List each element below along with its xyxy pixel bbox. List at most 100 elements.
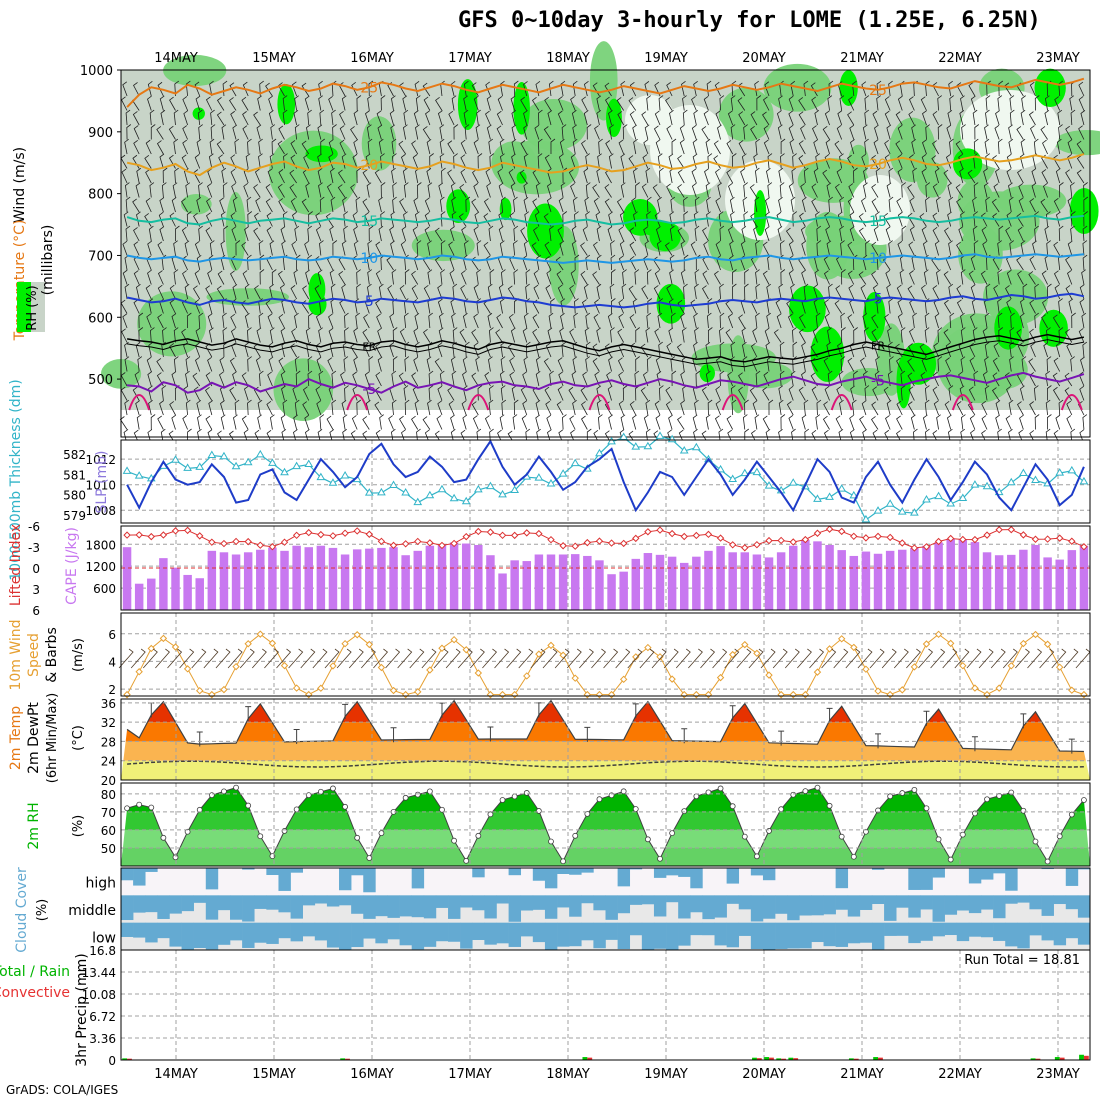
wind-barb	[858, 227, 867, 242]
cloud-bar	[399, 922, 412, 946]
cloud-bar	[508, 868, 522, 876]
cloud-bar	[690, 868, 703, 889]
wind-barb	[719, 312, 725, 329]
wind-barb	[460, 168, 467, 184]
wind-barb	[498, 182, 504, 198]
wind-barb	[185, 370, 190, 387]
wind-barb	[1016, 256, 1024, 271]
wind-barb	[716, 356, 721, 372]
cloud-bar	[423, 895, 437, 919]
wind-barb	[386, 256, 394, 271]
wind-barb	[847, 314, 855, 329]
cloud-bar	[702, 895, 715, 920]
cloud-bar	[702, 922, 715, 936]
wind-barb	[995, 400, 1001, 416]
wind-barb	[897, 124, 903, 140]
wind10-barb	[736, 648, 752, 669]
precip-conv-bar	[1083, 1055, 1089, 1060]
wind-barb	[174, 167, 179, 184]
wind-barb	[391, 95, 396, 111]
cloud-bar	[678, 922, 691, 946]
cloud-bar	[835, 922, 849, 947]
cape-bar	[122, 547, 132, 610]
isotherm-label-10: 10	[360, 251, 378, 267]
wind-barb	[972, 109, 978, 126]
wind-barb	[137, 356, 143, 372]
wind-barb	[823, 270, 830, 285]
wind-barb	[814, 269, 820, 285]
wind10-point	[801, 690, 810, 699]
thickness-point	[268, 458, 277, 466]
wind-barb	[510, 182, 516, 198]
wind-barb	[280, 414, 286, 430]
wind-barb	[549, 370, 554, 387]
wind-barb	[196, 138, 202, 155]
wind-barb	[471, 329, 479, 343]
wind-barb	[932, 111, 939, 126]
wind-barb	[873, 139, 879, 155]
wind-barb	[594, 299, 600, 314]
li-point	[571, 542, 579, 550]
li-tick-label: -3	[28, 541, 40, 555]
cape-bar	[389, 547, 398, 610]
isotherm-label--5: -5	[362, 382, 376, 398]
cloud-bar	[217, 895, 231, 911]
wind-barb	[278, 125, 285, 140]
wind-barb	[791, 167, 797, 184]
wind-barb	[654, 400, 661, 416]
wind10-barb	[930, 648, 946, 669]
wind-barb	[362, 198, 370, 213]
wind-barb	[886, 400, 892, 416]
wind-barb	[328, 139, 334, 155]
wind-barb	[853, 370, 858, 387]
wind-barb	[911, 138, 917, 155]
wind-barb	[596, 327, 601, 343]
wind-barb	[319, 109, 325, 126]
thickness-point	[304, 459, 314, 468]
wind-barb	[513, 399, 519, 416]
cape-bar	[946, 538, 955, 610]
rh2m-point	[1068, 811, 1075, 818]
wind-barb	[303, 154, 310, 169]
rh-bright-blob	[516, 171, 527, 184]
wind-barb	[632, 298, 638, 314]
wind-barb	[547, 110, 553, 126]
wind-barb	[664, 242, 673, 256]
cloud-bar	[121, 922, 134, 937]
wind-barb	[182, 270, 188, 285]
thickness-point	[486, 481, 495, 490]
wind-barb	[1082, 240, 1088, 256]
wind-barb	[800, 183, 806, 198]
wind10-barb	[203, 648, 219, 669]
wind-barb	[545, 400, 552, 416]
wind-barb	[618, 299, 625, 314]
wind-barb	[1019, 153, 1025, 169]
temp-minmax-bar	[342, 703, 349, 719]
li-point	[196, 532, 204, 540]
cloud-bar	[884, 922, 897, 936]
wind-barb	[427, 399, 432, 416]
cape-bar	[813, 541, 822, 610]
cape-bar	[268, 547, 277, 610]
cape-bar	[1043, 557, 1052, 610]
wind10-barb	[251, 648, 267, 669]
wind-barb	[593, 313, 600, 329]
wind-barb	[824, 110, 830, 126]
rh2m-grid	[121, 783, 1090, 866]
wind-barb	[907, 212, 915, 227]
wind-barb	[682, 109, 688, 126]
wind-barb	[124, 399, 130, 416]
cloud-bar	[423, 922, 437, 947]
wind-barb	[231, 183, 237, 198]
wind-barb	[544, 154, 552, 169]
cloud-bar	[242, 895, 255, 922]
wind-barb	[120, 96, 128, 111]
rh2m-frame	[120, 782, 1091, 867]
thickness-point	[873, 506, 883, 514]
surface-dip	[721, 394, 744, 411]
wind-barb	[780, 138, 786, 155]
wind-barb	[316, 400, 322, 416]
wind-barb	[532, 299, 540, 314]
wind-barb	[955, 140, 964, 155]
wind-barb	[221, 124, 227, 140]
